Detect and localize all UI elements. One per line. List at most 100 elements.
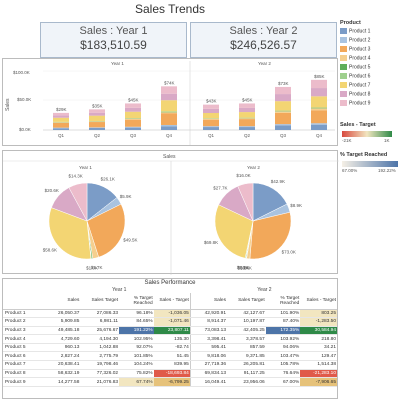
bar-y1-q2-p8[interactable] [89,112,105,116]
bar-total-label-y2-q2: $45K [242,97,253,102]
bar-y2-q4-p2[interactable] [311,123,327,125]
bar-total-label-y2-q4: $85K [314,74,325,79]
bar-total-label-y1-q3: $45K [128,97,139,102]
bar-y2-q1-p7[interactable] [203,113,219,119]
legend-item-8[interactable]: Product 8 [340,91,370,99]
bar-y2-q3-p4[interactable] [275,111,291,113]
pie-y2-slice-p3[interactable] [249,211,292,260]
cell-y1-c2: 21,076.83 [80,377,120,387]
col-y2-target: Sales Target [226,293,266,310]
bar-y2-q2-p2[interactable] [239,126,255,128]
legend-label-7: Product 7 [349,82,371,89]
cell-y1-c1: 5,909.85 [43,317,81,327]
bar-y2-q4-p3[interactable] [311,110,327,124]
bar-y2-q3-p3[interactable] [275,112,291,125]
legend-item-3[interactable]: Product 3 [340,46,370,54]
bar-y2-q1-p2[interactable] [203,126,219,128]
bar-y1-q1-p3[interactable] [53,122,69,128]
bar-y2-q4-p9[interactable] [311,79,327,89]
cell-y2-c3: 103.47% [265,351,301,362]
bar-y1-q4-p9[interactable] [161,86,177,94]
pie-charts: Sales Year 1 Year 2 $26.1K $5.9K $49.5K $4.… [3,154,339,275]
bar-y1-q4-p6[interactable] [161,111,177,112]
bar-y1-q2-p4[interactable] [89,121,105,123]
table-row: Product 5 960.13 1,042.88 92.07% -82.74 595.4… [3,343,337,353]
bar-y1-q3-p2[interactable] [125,126,141,128]
bar-y2-q2-p3[interactable] [239,119,255,127]
cell-y2-c1: 42,920.91 [189,309,227,319]
bar-y2-q1-p3[interactable] [203,119,219,127]
bar-y1-q4-p4[interactable] [161,112,177,114]
cell-y2-c4: 30,584.94 [300,326,337,336]
cell-y2-c4: 803.25 [300,309,337,319]
pie-y1-label-p3: $49.5K [123,237,137,242]
legend-item-2[interactable]: Product 2 [340,37,370,45]
bar-y1-q3-p3[interactable] [125,119,141,127]
bar-y2-q3-p8[interactable] [275,94,291,102]
bar-y2-q1-p8[interactable] [203,108,219,114]
bar-y2-q4-p6[interactable] [311,107,327,109]
bar-y2-q2-p1[interactable] [239,127,255,130]
bar-y1-q4-p8[interactable] [161,93,177,101]
legend-item-1[interactable]: Product 1 [340,28,370,36]
bar-y1-q3-p4[interactable] [125,118,141,120]
bar-y1-q1-p8[interactable] [53,115,69,118]
bar-y2-q2-p8[interactable] [239,107,255,113]
legend-item-9[interactable]: Product 9 [340,100,370,108]
bar-y1-q1-p7[interactable] [53,117,69,122]
bar-y1-q1-p1[interactable] [53,128,69,130]
legend-item-6[interactable]: Product 6 [340,73,370,81]
bar-y2-q4-p1[interactable] [311,124,327,130]
bar-y1-q2-p2[interactable] [89,127,105,128]
bar-y1-q1-p4[interactable] [53,122,69,123]
legend-item-7[interactable]: Product 7 [340,82,370,90]
bar-y1-q4-p2[interactable] [161,124,177,127]
bar-y2-q3-p2[interactable] [275,124,291,126]
bar-y2-q3-p6[interactable] [275,110,291,112]
legend-item-5[interactable]: Product 5 [340,64,370,72]
bar-y1-q3-p7[interactable] [125,111,141,119]
bar-y2-q2-p7[interactable] [239,112,255,118]
bar-y1-q2-p7[interactable] [89,115,105,121]
bar-y2-q1-p1[interactable] [203,127,219,130]
pie-y1-label-p7: $58.6K [43,248,57,253]
bar-y1-q3-p1[interactable] [125,127,141,130]
bar-y2-q3-p9[interactable] [275,86,291,95]
bar-y1-q3-p8[interactable] [125,107,141,112]
row-product-name: Product 3 [3,326,44,336]
legend-swatch-7 [340,82,347,88]
col-y2-sales: Sales [189,293,227,310]
pie-y2-slice-p1[interactable] [252,182,288,222]
bar-y2-q3-p1[interactable] [275,125,291,130]
bar-y1-q1-p9[interactable] [53,112,69,116]
pie-y1-slice-p9[interactable] [68,182,88,222]
bar-y2-q2-p9[interactable] [239,103,255,108]
bar-y1-q3-p9[interactable] [125,103,141,108]
bar-y1-q4-p7[interactable] [161,100,177,112]
cell-y2-c1: 69,834.13 [189,369,227,379]
y-tick-0k: $0.0K [19,127,31,132]
pie-y2-slice-p7[interactable] [214,204,254,259]
pie-y2-slice-p9[interactable] [237,182,254,222]
bar-y2-q1-p4[interactable] [203,118,219,120]
table-column-headers: Sales Sales Target % Target Reached Sale… [3,293,337,310]
bar-y2-q3-p7[interactable] [275,101,291,111]
row-product-name: Product 4 [3,334,44,344]
bar-y1-q2-p9[interactable] [89,109,105,113]
bar-y2-q4-p8[interactable] [311,88,327,97]
pie-y1-slice-p7[interactable] [48,207,92,260]
cell-y2-c3: 105.78% [265,360,301,370]
bar-y2-q4-p4[interactable] [311,108,327,111]
bar-y2-q2-p4[interactable] [239,118,255,120]
bar-y2-q4-p7[interactable] [311,96,327,108]
bar-y1-q4-p1[interactable] [161,126,177,130]
pie-y1-slice-p3[interactable] [86,203,126,258]
bar-y1-q2-p1[interactable] [89,127,105,130]
bar-y1-q1-p2[interactable] [53,127,69,129]
bar-y1-q2-p3[interactable] [89,122,105,128]
bar-y1-q4-p3[interactable] [161,113,177,125]
bar-y2-q1-p9[interactable] [203,104,219,109]
sales-target-min: -21K [342,138,352,143]
col-y2-diff: Sales - Target [300,293,337,310]
legend-item-4[interactable]: Product 4 [340,55,370,63]
